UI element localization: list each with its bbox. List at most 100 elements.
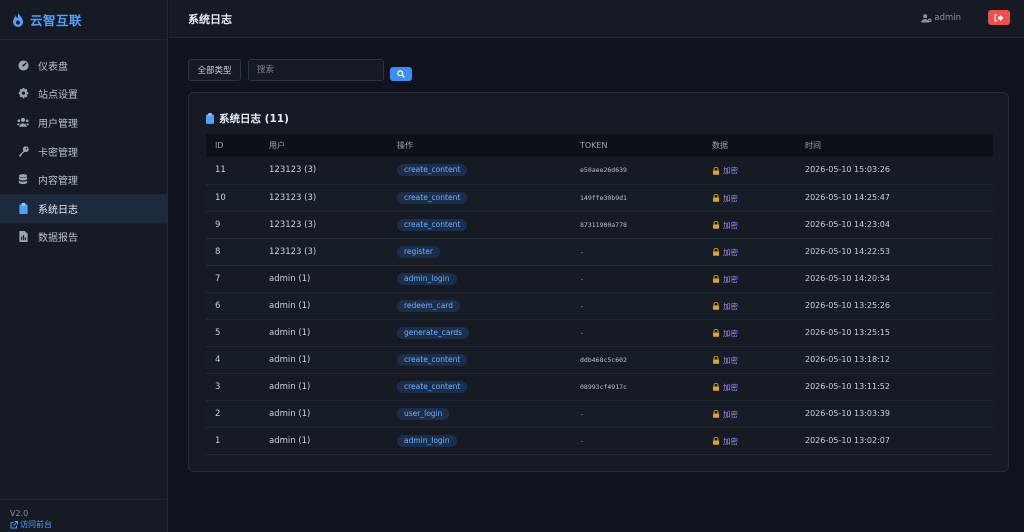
encrypted-label: 加密 [723, 166, 738, 176]
cell-operation: admin_login [388, 265, 571, 292]
sidebar-item-users[interactable]: 用户管理 [0, 108, 167, 137]
cell-data: 加密 [703, 400, 796, 427]
brand[interactable]: 云智互联 [0, 0, 167, 40]
users-icon [17, 116, 29, 128]
operation-badge: create_content [397, 380, 468, 393]
time-value: 2026-05-10 14:25:47 [805, 192, 890, 202]
token-value: e50aee26d639 [580, 166, 627, 175]
encrypted-data[interactable]: 加密 [712, 273, 796, 285]
cell-token: e50aee26d639 [571, 157, 703, 184]
cell-token: - [571, 265, 703, 292]
card-title: 系统日志 (11) [206, 111, 289, 126]
cell-operation: create_content [388, 211, 571, 238]
cell-time: 2026-05-10 15:03:26 [796, 157, 993, 184]
cell-time: 2026-05-10 13:03:39 [796, 400, 993, 427]
sidebar-item-label: 数据报告 [38, 233, 78, 245]
lock-icon [713, 329, 719, 337]
operation-badge: generate_cards [397, 326, 470, 339]
report-icon [17, 231, 29, 243]
cell-user: admin (1) [269, 300, 311, 311]
current-user[interactable]: admin [921, 13, 961, 23]
sidebar-item-content[interactable]: 内容管理 [0, 165, 167, 194]
visit-frontend-link[interactable]: 访问前台 [10, 520, 168, 530]
sidebar-item-system-logs[interactable]: 系统日志 [0, 193, 167, 223]
encrypted-label: 加密 [723, 382, 738, 392]
cell-user: 123123 (3) [269, 246, 317, 257]
encrypted-data[interactable]: 加密 [712, 164, 796, 176]
cell-user: admin (1) [269, 354, 311, 365]
cell-token: - [571, 292, 703, 319]
column-header-operation: 操作 [397, 141, 413, 150]
cell-user: 123123 (3) [269, 192, 317, 203]
token-value: 87311900a778 [580, 220, 627, 229]
cell-id: 5 [215, 327, 221, 338]
encrypted-data[interactable]: 加密 [712, 246, 796, 258]
top-header: 系统日志 admin [169, 0, 1024, 38]
table-row[interactable]: 8 123123 (3) register - 加密 2026-05-10 14:22:5… [206, 238, 993, 265]
table-row[interactable]: 10 123123 (3) create_content 149ffe30b9d1 加密… [206, 184, 993, 211]
sidebar-footer: V2.0 访问前台 [0, 499, 168, 532]
time-value: 2026-05-10 14:23:04 [805, 219, 890, 229]
encrypted-label: 加密 [723, 301, 738, 311]
search-input[interactable] [248, 59, 384, 81]
sidebar-item-reports[interactable]: 数据报告 [0, 223, 167, 252]
table-row[interactable]: 2 admin (1) user_login - 加密 2026-05-10 13:03:… [206, 400, 993, 427]
token-value: - [580, 328, 584, 337]
table-row[interactable]: 9 123123 (3) create_content 87311900a778 加密 2… [206, 211, 993, 238]
table-row[interactable]: 6 admin (1) redeem_card - 加密 2026-05-10 13:25… [206, 292, 993, 319]
time-value: 2026-05-10 13:25:15 [805, 327, 890, 337]
sidebar-item-dashboard[interactable]: 仪表盘 [0, 51, 167, 80]
encrypted-data[interactable]: 加密 [712, 408, 796, 420]
encrypted-data[interactable]: 加密 [712, 381, 796, 393]
encrypted-label: 加密 [723, 274, 738, 284]
cell-data: 加密 [703, 157, 796, 184]
encrypted-data[interactable]: 加密 [712, 219, 796, 231]
clipboard-icon [206, 113, 214, 124]
cell-data: 加密 [703, 265, 796, 292]
lock-icon [713, 383, 719, 391]
sidebar-item-label: 用户管理 [38, 118, 78, 130]
sidebar-nav: 仪表盘 站点设置 用户管理 卡密管理 内容管理 [0, 51, 167, 251]
encrypted-data[interactable]: 加密 [712, 327, 796, 339]
cell-token: 87311900a778 [571, 211, 703, 238]
type-filter-select[interactable]: 全部类型 [188, 59, 241, 81]
column-header-time: 时间 [805, 141, 821, 150]
table-row[interactable]: 1 admin (1) admin_login - 加密 2026-05-10 13:02… [206, 427, 993, 454]
cell-time: 2026-05-10 13:25:15 [796, 319, 993, 346]
cell-token: - [571, 427, 703, 454]
encrypted-data[interactable]: 加密 [712, 192, 796, 204]
token-value: - [580, 247, 584, 256]
token-value: 149ffe30b9d1 [580, 193, 627, 202]
cell-operation: user_login [388, 400, 571, 427]
table-row[interactable]: 3 admin (1) create_content 08993cf4917c 加密 20… [206, 373, 993, 400]
search-button[interactable] [390, 67, 412, 81]
lock-icon [713, 356, 719, 364]
logout-button[interactable] [988, 10, 1010, 25]
cell-operation: admin_login [388, 427, 571, 454]
sidebar-item-cards[interactable]: 卡密管理 [0, 137, 167, 166]
cell-operation: create_content [388, 184, 571, 211]
cell-operation: create_content [388, 373, 571, 400]
cell-data: 加密 [703, 238, 796, 265]
encrypted-data[interactable]: 加密 [712, 354, 796, 366]
log-table: ID 用户 操作 TOKEN 数据 时间 11 123123 (3) create_… [206, 134, 993, 455]
table-row[interactable]: 4 admin (1) create_content ddb468c5c602 加密 20… [206, 346, 993, 373]
cell-time: 2026-05-10 14:20:54 [796, 265, 993, 292]
sidebar-item-site-settings[interactable]: 站点设置 [0, 80, 167, 109]
sidebar: 云智互联 仪表盘 站点设置 用户管理 卡密管理 [0, 0, 168, 532]
operation-badge: create_content [397, 218, 468, 231]
search-icon [397, 70, 405, 78]
time-value: 2026-05-10 13:02:07 [805, 435, 890, 445]
version-label: V2.0 [10, 509, 29, 518]
cell-data: 加密 [703, 184, 796, 211]
encrypted-data[interactable]: 加密 [712, 300, 796, 312]
cell-token: 149ffe30b9d1 [571, 184, 703, 211]
cell-time: 2026-05-10 13:02:07 [796, 427, 993, 454]
lock-icon [713, 166, 719, 175]
table-row[interactable]: 11 123123 (3) create_content e50aee26d639 加密… [206, 157, 993, 184]
encrypted-data[interactable]: 加密 [712, 435, 796, 447]
table-row[interactable]: 7 admin (1) admin_login - 加密 2026-05-10 14:20… [206, 265, 993, 292]
table-row[interactable]: 5 admin (1) generate_cards - 加密 2026-05-10 13… [206, 319, 993, 346]
time-value: 2026-05-10 15:03:26 [805, 165, 890, 175]
token-value: - [580, 436, 584, 445]
